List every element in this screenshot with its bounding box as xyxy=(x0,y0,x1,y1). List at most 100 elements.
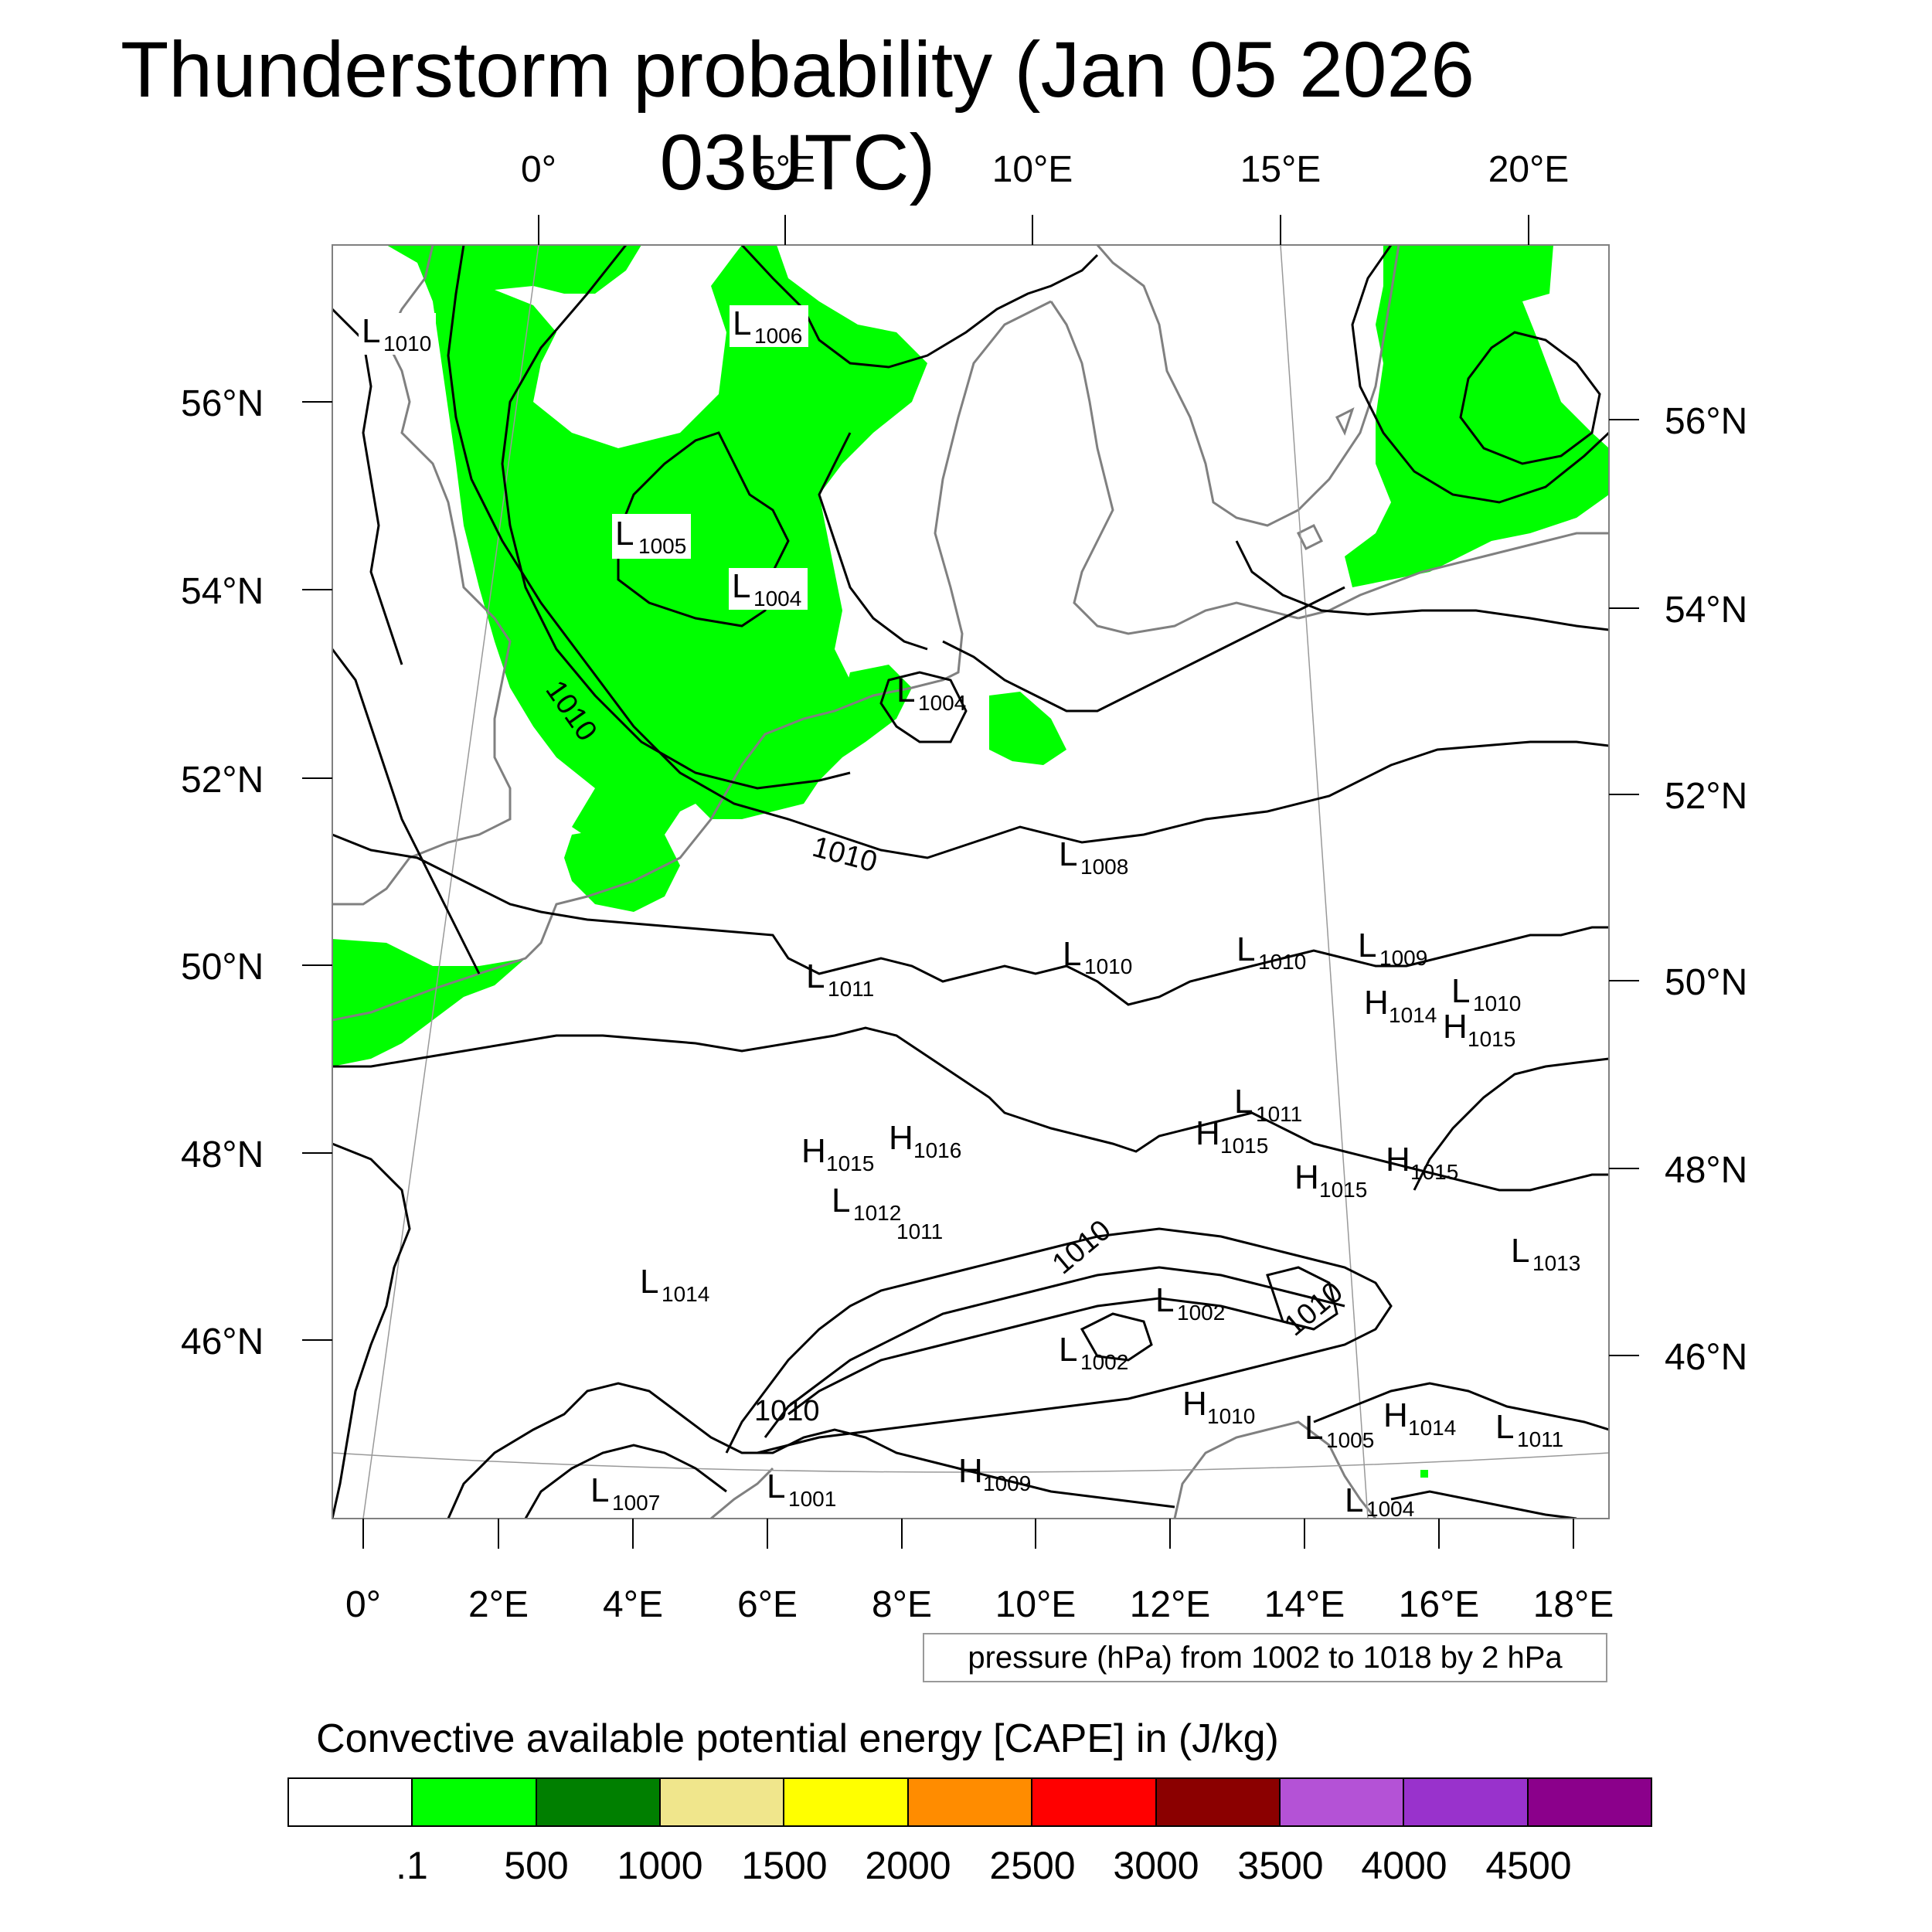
isobar xyxy=(1235,540,1609,631)
svg-text:H: H xyxy=(1383,1396,1408,1434)
colorbar-tick-label: 3500 xyxy=(1237,1844,1324,1887)
isobar xyxy=(879,671,968,743)
chart-title: Thunderstorm probability (Jan 05 2026 03… xyxy=(121,26,1475,206)
svg-text:L: L xyxy=(1511,1232,1529,1270)
svg-text:1012: 1012 xyxy=(853,1201,901,1225)
bottom-lon-label: 18°E xyxy=(1532,1584,1614,1625)
svg-text:L: L xyxy=(1495,1408,1514,1446)
right-lat-label: 48°N xyxy=(1665,1150,1748,1191)
colorbar-cell xyxy=(784,1779,909,1825)
coastline-baltic-south xyxy=(1298,532,1609,620)
pressure-center: L 1010 xyxy=(1236,930,1306,974)
isobar xyxy=(332,1142,411,1519)
colorbar-tick-label: .1 xyxy=(396,1844,428,1887)
svg-text:1016: 1016 xyxy=(913,1138,961,1162)
coastline-baltic-islands xyxy=(1296,407,1355,551)
pressure-center: L 1002 xyxy=(1155,1281,1225,1325)
svg-text:L: L xyxy=(806,957,825,995)
svg-text:L: L xyxy=(1059,835,1077,873)
contour-label: 1010 xyxy=(754,1395,820,1427)
isobar xyxy=(787,1297,1315,1416)
contour-label: 1010 xyxy=(809,831,881,879)
isobar xyxy=(332,648,481,975)
svg-text:1002: 1002 xyxy=(1080,1350,1128,1374)
svg-text:1006: 1006 xyxy=(754,324,802,348)
contour-info-box: pressure (hPa) from 1002 to 1018 by 2 hP… xyxy=(923,1633,1607,1682)
svg-text:1010: 1010 xyxy=(1207,1404,1255,1428)
svg-text:1011: 1011 xyxy=(1517,1427,1563,1451)
isobar-group xyxy=(332,245,1609,1519)
colorbar-tick-label: 4500 xyxy=(1485,1844,1572,1887)
cape-area-germany-north xyxy=(989,692,1066,765)
pressure-center: L 1004 xyxy=(1345,1481,1414,1521)
pressure-center: H 1015 xyxy=(1386,1141,1458,1184)
bottom-lon-label: 14°E xyxy=(1264,1584,1345,1625)
svg-text:1004: 1004 xyxy=(918,691,966,715)
isobar xyxy=(1080,1312,1153,1362)
svg-text:1015: 1015 xyxy=(1468,1027,1515,1051)
pressure-center: H 1015 xyxy=(1443,1008,1515,1051)
isobar xyxy=(1313,1382,1609,1431)
colorbar-cell xyxy=(908,1779,1033,1825)
bottom-lon-label: 2°E xyxy=(468,1584,529,1625)
svg-text:1013: 1013 xyxy=(1532,1251,1580,1275)
left-lat-label: 46°N xyxy=(181,1321,264,1362)
contour-label: 1010 xyxy=(1278,1276,1349,1343)
pressure-center: H 1015 xyxy=(801,1132,874,1175)
pressure-center: H 1015 xyxy=(1196,1114,1268,1158)
bottom-lon-label: 16°E xyxy=(1398,1584,1480,1625)
svg-text:L: L xyxy=(1345,1481,1363,1519)
pressure-center: L 1011 xyxy=(1234,1083,1302,1126)
svg-text:1004: 1004 xyxy=(753,587,801,611)
right-lat-label: 52°N xyxy=(1665,776,1748,817)
svg-text:1011: 1011 xyxy=(1256,1102,1302,1126)
pressure-center: L 1013 xyxy=(1511,1232,1580,1275)
svg-text:L: L xyxy=(767,1468,785,1505)
svg-text:H: H xyxy=(1386,1141,1410,1179)
plot-frame xyxy=(332,244,1610,1519)
pressure-center: L 1005 xyxy=(612,514,691,559)
cape-area-baltic xyxy=(1345,245,1609,587)
svg-text:1001: 1001 xyxy=(788,1487,836,1511)
pressure-center: H 1016 xyxy=(889,1119,961,1162)
pressure-center: H 1014 xyxy=(1383,1396,1456,1440)
isobar xyxy=(332,308,403,665)
colorbar-cell xyxy=(661,1779,785,1825)
svg-text:1014: 1014 xyxy=(1389,1003,1437,1027)
cape-area-group xyxy=(332,245,1609,1478)
right-lat-label: 50°N xyxy=(1665,962,1748,1003)
colorbar-cell xyxy=(536,1779,662,1825)
svg-text:L: L xyxy=(1059,1331,1077,1369)
tick-mark-group xyxy=(302,215,1639,1549)
bottom-lon-label: 8°E xyxy=(872,1584,932,1625)
colorbar-cell xyxy=(1528,1779,1651,1825)
coastline-britain xyxy=(332,245,512,906)
isobar xyxy=(332,833,1609,1006)
isobar xyxy=(1413,1057,1609,1191)
pressure-center: L 1011 xyxy=(806,957,874,1001)
pressure-center: L 1010 xyxy=(1063,935,1132,978)
pressure-center: L 1005 xyxy=(1304,1409,1374,1452)
isobar xyxy=(617,431,790,628)
pressure-center: L 1010 xyxy=(359,312,436,355)
pressure-center: L 1014 xyxy=(640,1263,709,1306)
coastline-denmark xyxy=(1049,301,1299,635)
pressure-center: L 1001 xyxy=(767,1468,836,1511)
isobar xyxy=(447,1382,1175,1519)
svg-text:1008: 1008 xyxy=(1080,855,1128,879)
graticule-line xyxy=(362,245,539,1519)
colorbar-tick-label: 3000 xyxy=(1113,1844,1199,1887)
bottom-lon-label: 6°E xyxy=(737,1584,798,1625)
graticule-group xyxy=(332,245,1609,1519)
pressure-center: L 1007 xyxy=(590,1471,660,1515)
svg-text:1015: 1015 xyxy=(1410,1160,1458,1184)
colorbar-cell xyxy=(1404,1779,1529,1825)
svg-text:1010: 1010 xyxy=(1473,992,1521,1015)
top-lon-label: 0° xyxy=(521,149,556,190)
right-lat-label: 54°N xyxy=(1665,590,1748,631)
pressure-center: H 1015 xyxy=(1294,1158,1367,1202)
left-lat-label: 54°N xyxy=(181,571,264,612)
svg-text:L: L xyxy=(590,1471,609,1509)
pressure-center: 1011 xyxy=(896,1219,943,1243)
pressure-center: L 1004 xyxy=(896,672,966,715)
